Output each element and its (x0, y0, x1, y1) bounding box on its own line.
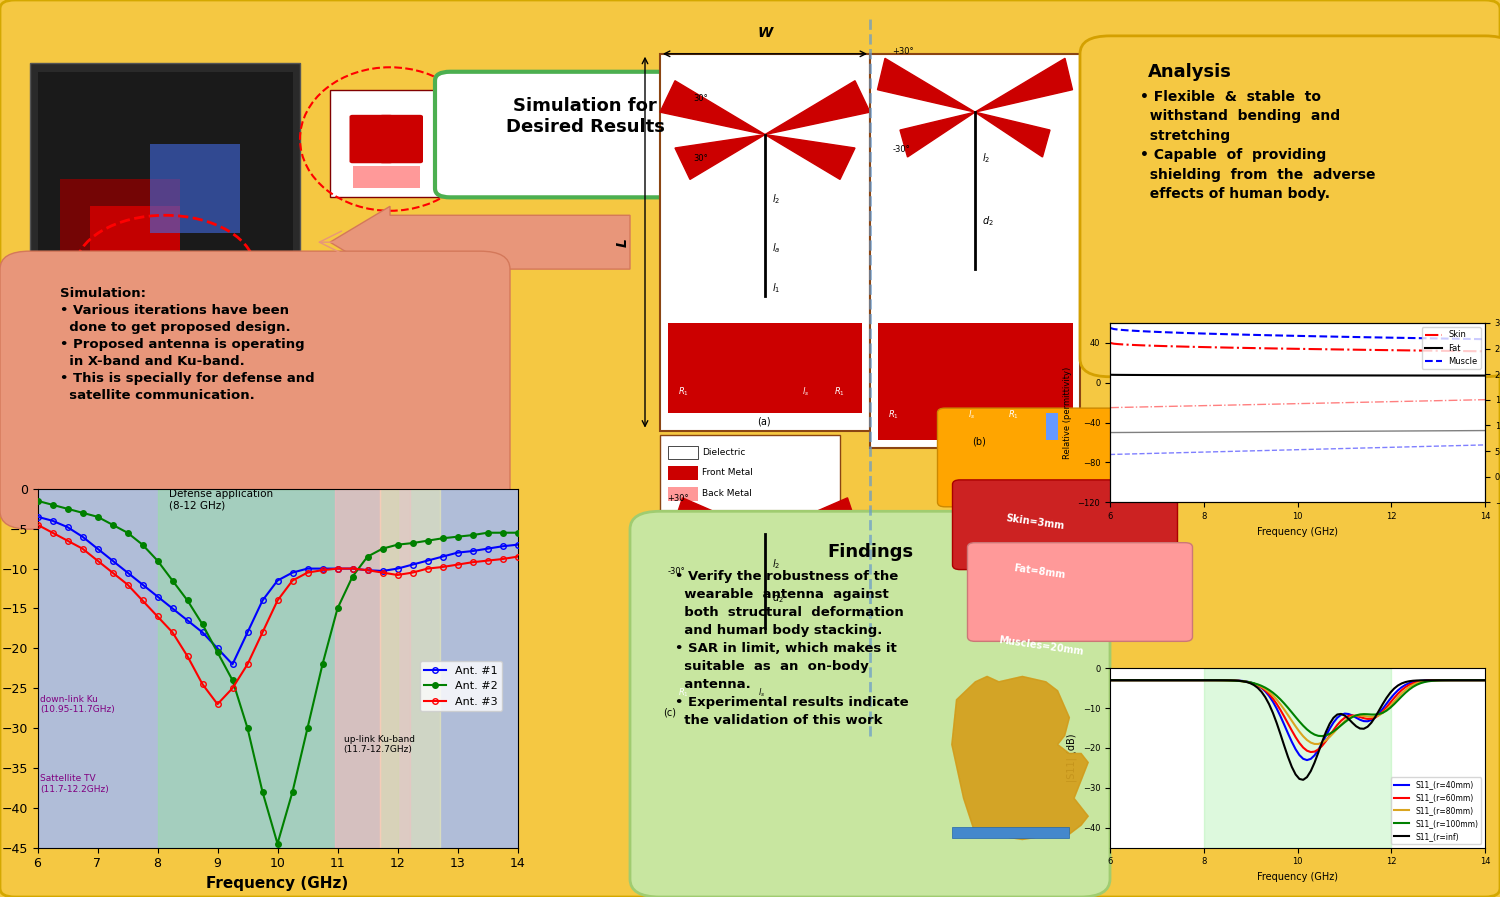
Bar (30, 63, 300, 404)
Ant. #2 (328, 603, 346, 614)
Fat (1476, 370, 1494, 381)
Ant. #3 (58, 536, 76, 546)
S11_(r=100mm) (1173, 675, 1191, 685)
Text: (b): (b) (972, 436, 986, 446)
S11_(r=100mm) (1461, 675, 1479, 685)
S11_(r=40mm) (1449, 675, 1467, 685)
Ant. #2 (388, 539, 406, 550)
Bar (352, 166, 420, 188)
Ant. #2 (284, 787, 302, 797)
S11_(r=40mm) (1173, 675, 1191, 685)
Skin (1294, 344, 1312, 354)
Ant. #1 (358, 565, 376, 576)
Ant. #3 (344, 563, 362, 574)
Bar (158, 489, 398, 848)
S11_(r=40mm) (1298, 754, 1316, 765)
Ant. #2 (104, 519, 122, 530)
Text: Dielectric: Dielectric (702, 448, 746, 457)
Ant. #2 (494, 527, 512, 538)
Text: $l_s$: $l_s$ (968, 408, 975, 421)
Ant. #2 (194, 619, 211, 630)
Ant. #1 (404, 559, 422, 570)
Ant. #3 (298, 567, 316, 578)
Text: +30°: +30° (892, 47, 914, 56)
Ant. #3 (419, 563, 436, 574)
S11_(r=100mm) (1449, 675, 1467, 685)
Ant. #3 (224, 683, 242, 693)
Ant. #1 (254, 595, 272, 605)
Polygon shape (765, 81, 870, 135)
FancyArrow shape (738, 695, 792, 736)
Text: $R_1$: $R_1$ (888, 408, 898, 421)
Line: S11_(r=100mm): S11_(r=100mm) (1110, 680, 1485, 736)
Polygon shape (682, 534, 765, 570)
Y-axis label: Relative (permittivity): Relative (permittivity) (1064, 367, 1072, 458)
X-axis label: Frequency (GHz): Frequency (GHz) (207, 876, 348, 891)
Text: Skin=3mm: Skin=3mm (1005, 513, 1065, 531)
Line: Ant. #3: Ant. #3 (34, 522, 520, 707)
X-axis label: Frequency (GHz): Frequency (GHz) (1257, 872, 1338, 882)
Ant. #1 (178, 615, 196, 626)
S11_(r=inf) (1101, 675, 1119, 685)
Text: $l_s$: $l_s$ (758, 686, 765, 699)
Ant. #3 (238, 659, 256, 670)
S11_(r=inf) (1449, 675, 1467, 685)
Ant. #2 (44, 500, 62, 510)
S11_(r=inf) (1298, 771, 1316, 782)
Polygon shape (900, 112, 975, 157)
Bar (150, 144, 240, 233)
Ant. #2 (314, 659, 332, 670)
S11_(r=100mm) (1476, 675, 1494, 685)
Ant. #2 (374, 544, 392, 554)
S11_(r=40mm) (1476, 675, 1494, 685)
Bar (660, 435, 840, 525)
Text: Fat=8mm: Fat=8mm (1013, 563, 1065, 580)
Bar (1203, 668, 1392, 848)
Bar (668, 323, 862, 413)
Text: $l_1$: $l_1$ (772, 282, 782, 295)
Line: Ant. #2: Ant. #2 (34, 498, 520, 847)
Ant. #3 (44, 527, 62, 538)
Ant. #1 (104, 555, 122, 566)
Ant. #3 (268, 595, 286, 605)
Line: Muscle: Muscle (1110, 328, 1485, 339)
Skin (1446, 345, 1464, 356)
Bar (870, 54, 1080, 448)
Ant. #1 (44, 516, 62, 527)
Bar (380, 489, 440, 848)
Text: (a): (a) (758, 416, 771, 426)
Line: Skin: Skin (1110, 343, 1485, 352)
Muscle (1188, 328, 1206, 339)
Ant. #2 (358, 552, 376, 562)
Muscle (1101, 323, 1119, 334)
Bar (330, 90, 450, 197)
Ant. #3 (164, 627, 182, 638)
S11_(r=80mm) (1173, 675, 1191, 685)
Text: $l_s$: $l_s$ (802, 386, 810, 398)
Ant. #1 (148, 591, 166, 602)
Bar (668, 466, 698, 480)
Ant. #1 (298, 563, 316, 574)
Bar (878, 323, 1072, 440)
Ant. #2 (404, 537, 422, 548)
Bar (60, 179, 180, 359)
Ant. #3 (148, 611, 166, 622)
Polygon shape (765, 135, 855, 179)
Bar (45, 305, 120, 377)
Ant. #3 (388, 570, 406, 580)
Text: L: L (615, 238, 630, 247)
Ant. #1 (164, 603, 182, 614)
Bar (380, 489, 410, 848)
Polygon shape (675, 135, 765, 179)
FancyBboxPatch shape (938, 408, 1162, 507)
Line: S11_(r=40mm): S11_(r=40mm) (1110, 680, 1485, 760)
Ant. #3 (134, 595, 152, 605)
Fat (1188, 370, 1206, 380)
Ant. #1 (58, 522, 76, 533)
FancyArrow shape (330, 206, 630, 278)
Ant. #1 (194, 627, 211, 638)
Ant. #2 (238, 723, 256, 734)
S11_(r=80mm) (1461, 675, 1479, 685)
S11_(r=inf) (1173, 675, 1191, 685)
